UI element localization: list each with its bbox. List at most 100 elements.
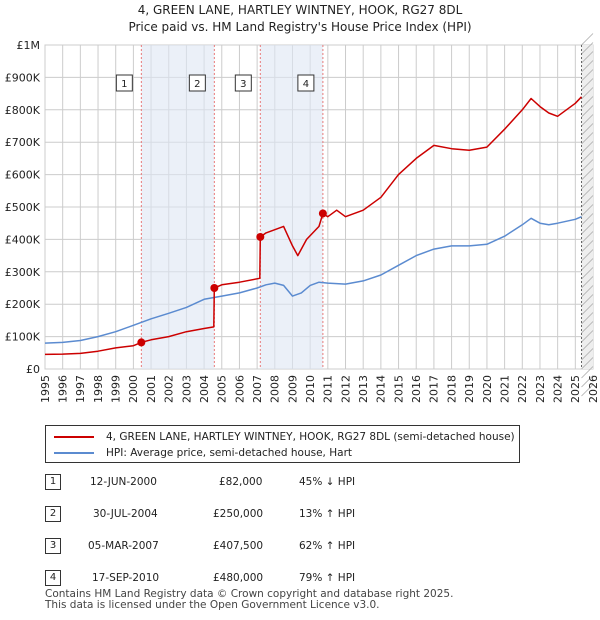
sale-point	[256, 232, 265, 241]
future-hatch	[581, 168, 594, 181]
sale-number-marker	[297, 74, 315, 92]
sale-hpi-diff: 13% ↑ HPI	[299, 508, 356, 520]
future-hatch	[581, 78, 594, 91]
future-hatch	[581, 303, 594, 316]
x-tick-label: 2024	[551, 375, 564, 403]
future-hatch	[581, 231, 594, 244]
y-tick-label: £800K	[5, 104, 41, 117]
sale-date: 05-MAR-2007	[88, 540, 159, 552]
x-tick-label: 2023	[534, 375, 547, 403]
future-hatch	[581, 60, 594, 73]
x-tick-label: 2014	[375, 375, 388, 403]
y-tick-label: £300K	[5, 266, 41, 279]
sale-number-label: 4	[303, 79, 309, 90]
x-tick-label: 1997	[74, 375, 87, 403]
x-tick-label: 2016	[410, 375, 423, 403]
future-hatch	[581, 69, 594, 82]
future-hatch	[581, 321, 594, 334]
future-hatch	[581, 312, 594, 325]
sale-period-shade	[141, 45, 215, 369]
y-tick-label: £900K	[5, 71, 41, 84]
x-tick-label: 2021	[498, 375, 511, 403]
y-tick-label: £100K	[5, 331, 41, 344]
sale-point	[210, 284, 219, 292]
future-hatch	[581, 384, 594, 397]
x-tick-label: 2017	[428, 375, 441, 403]
future-hatch	[581, 186, 594, 199]
sale-number-marker	[188, 74, 206, 92]
chart-title: 4, GREEN LANE, HARTLEY WINTNEY, HOOK, RG…	[138, 3, 463, 17]
sale-hpi-diff: 79% ↑ HPI	[299, 572, 356, 584]
future-hatch	[581, 285, 594, 298]
legend-item-hpi: HPI: Average price, semi-detached house,…	[54, 445, 352, 461]
x-tick-label: 2009	[286, 375, 299, 403]
future-hatch	[581, 87, 594, 100]
future-hatch	[581, 159, 594, 172]
y-tick-label: £500K	[5, 201, 41, 214]
future-hatch	[581, 177, 594, 190]
legend-swatch-property	[54, 436, 94, 438]
future-hatch	[581, 123, 594, 136]
y-tick-label: £1M	[17, 39, 41, 52]
x-tick-label: 2020	[481, 375, 494, 403]
sale-number-badge: 1	[45, 474, 61, 490]
x-tick-label: 1998	[92, 375, 105, 403]
x-tick-label: 2003	[180, 375, 193, 403]
y-tick-label: £600K	[5, 169, 41, 182]
future-hatch	[581, 294, 594, 307]
future-hatch	[581, 357, 594, 370]
x-tick-label: 1996	[57, 375, 70, 403]
legend-label-property: 4, GREEN LANE, HARTLEY WINTNEY, HOOK, RG…	[106, 431, 515, 443]
x-tick-label: 2007	[251, 375, 264, 403]
future-hatch	[581, 249, 594, 262]
x-tick-label: 2000	[127, 375, 140, 403]
property-price-line	[44, 96, 583, 356]
sale-point	[137, 338, 146, 347]
sale-number-marker	[115, 74, 133, 92]
future-hatch	[581, 33, 594, 46]
future-hatch	[581, 141, 594, 154]
sale-date: 30-JUL-2004	[93, 508, 158, 520]
future-hatch	[581, 42, 594, 55]
footer-credits: Contains HM Land Registry data © Crown c…	[45, 589, 453, 611]
x-tick-label: 1995	[39, 375, 52, 403]
x-tick-label: 2018	[445, 375, 458, 403]
sale-number-badge: 3	[45, 538, 61, 554]
x-tick-label: 2022	[516, 375, 529, 403]
chart-subtitle: Price paid vs. HM Land Registry's House …	[128, 20, 471, 34]
sale-date: 17-SEP-2010	[92, 572, 160, 584]
x-tick-label: 2004	[198, 375, 211, 403]
future-hatch	[581, 51, 594, 64]
hpi-line	[44, 216, 582, 344]
sale-number-marker	[234, 74, 252, 92]
footer-licence: This data is licensed under the Open Gov…	[45, 599, 380, 611]
x-tick-label: 2015	[392, 375, 405, 403]
future-hatch	[581, 267, 594, 280]
x-tick-label: 2008	[269, 375, 282, 403]
sale-hpi-diff: 45% ↓ HPI	[299, 476, 356, 488]
legend-item-property: 4, GREEN LANE, HARTLEY WINTNEY, HOOK, RG…	[54, 429, 515, 445]
future-hatch	[581, 348, 594, 361]
future-hatch	[581, 366, 594, 379]
sale-number-badge: 4	[45, 570, 61, 586]
x-tick-label: 2010	[304, 375, 317, 403]
legend-swatch-hpi	[54, 452, 94, 454]
y-tick-label: £400K	[5, 233, 41, 246]
sale-hpi-diff: 62% ↑ HPI	[299, 540, 356, 552]
legend-label-hpi: HPI: Average price, semi-detached house,…	[106, 447, 352, 459]
future-hatch	[581, 258, 594, 271]
x-tick-label: 2019	[463, 375, 476, 403]
chart-legend: 4, GREEN LANE, HARTLEY WINTNEY, HOOK, RG…	[45, 425, 520, 463]
future-hatch	[581, 213, 594, 226]
y-tick-label: £700K	[5, 136, 41, 149]
x-tick-label: 2011	[322, 375, 335, 403]
future-hatch	[581, 240, 594, 253]
future-hatch	[581, 204, 594, 217]
x-tick-label: 2026	[587, 375, 600, 403]
future-hatch	[581, 222, 594, 235]
price-chart: 4, GREEN LANE, HARTLEY WINTNEY, HOOK, RG…	[5, 3, 600, 403]
future-hatch	[581, 195, 594, 208]
footer-copyright: Contains HM Land Registry data © Crown c…	[45, 588, 454, 600]
future-hatch	[581, 105, 594, 118]
x-tick-label: 1999	[110, 375, 123, 403]
